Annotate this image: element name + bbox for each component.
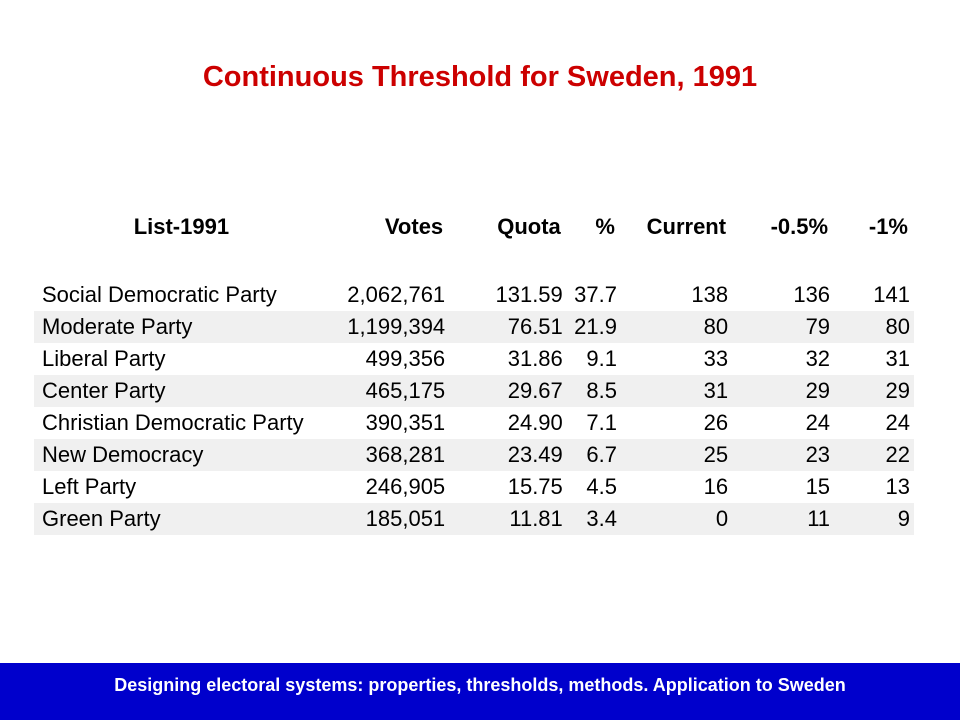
- table-row: Liberal Party 499,356 31.86 9.1 33 32 31: [34, 343, 914, 375]
- minus-half-percent-cell: 23: [732, 439, 835, 471]
- current-cell: 25: [620, 439, 733, 471]
- party-name: Center Party: [34, 375, 329, 407]
- minus-one-percent-cell: 22: [834, 439, 914, 471]
- minus-half-percent-cell: 32: [805, 346, 831, 371]
- minus-one-percent-cell: 13: [885, 474, 910, 499]
- current-cell: 16: [703, 474, 729, 499]
- party-name: Moderate Party: [34, 311, 329, 343]
- column-header-current: Current: [646, 214, 727, 239]
- votes-cell: 246,905: [365, 474, 446, 499]
- table-row: Moderate Party 1,199,394 76.51 21.9 80 7…: [34, 311, 914, 343]
- minus-half-percent-cell: 24: [805, 410, 831, 435]
- current-cell: 0: [620, 503, 733, 535]
- percent-cell: 7.1: [586, 410, 617, 435]
- percent-cell: 37.7: [574, 282, 617, 307]
- minus-half-percent-cell: 29: [732, 375, 835, 407]
- footer-text: Designing electoral systems: properties,…: [114, 675, 846, 695]
- minus-one-percent-cell: 141: [873, 282, 910, 307]
- current-cell: 26: [703, 410, 729, 435]
- footer-bar: Designing electoral systems: properties,…: [0, 663, 960, 720]
- quota-cell: 15.75: [507, 474, 563, 499]
- table-row: Christian Democratic Party 390,351 24.90…: [34, 407, 914, 439]
- table-row: Left Party 246,905 15.75 4.5 16 15 13: [34, 471, 914, 503]
- party-name: Liberal Party: [42, 346, 166, 371]
- party-name: Social Democratic Party: [42, 282, 277, 307]
- minus-half-percent-cell: 15: [805, 474, 831, 499]
- current-cell: 138: [691, 282, 729, 307]
- percent-cell: 6.7: [566, 439, 621, 471]
- quota-cell: 76.51: [449, 311, 567, 343]
- current-cell: 33: [703, 346, 729, 371]
- current-cell: 80: [620, 311, 733, 343]
- minus-one-percent-cell: 80: [834, 311, 914, 343]
- minus-half-percent-cell: 11: [732, 503, 835, 535]
- percent-cell: 3.4: [566, 503, 621, 535]
- table-row: Center Party 465,175 29.67 8.5 31 29 29: [34, 375, 914, 407]
- percent-cell: 8.5: [566, 375, 621, 407]
- percent-cell: 9.1: [586, 346, 617, 371]
- minus-one-percent-cell: 24: [885, 410, 910, 435]
- party-name: New Democracy: [34, 439, 329, 471]
- quota-cell: 29.67: [449, 375, 567, 407]
- minus-one-percent-cell: 31: [885, 346, 910, 371]
- votes-cell: 185,051: [328, 503, 450, 535]
- results-table: List-1991 Votes Quota % Current -0.5% -1…: [34, 208, 914, 535]
- table-row: Green Party 185,051 11.81 3.4 0 11 9: [34, 503, 914, 535]
- party-name: Left Party: [42, 474, 137, 499]
- table-row: New Democracy 368,281 23.49 6.7 25 23 22: [34, 439, 914, 471]
- votes-cell: 465,175: [328, 375, 450, 407]
- column-header-minus-half-percent: -0.5%: [770, 214, 829, 239]
- header-row: List-1991 Votes Quota % Current -0.5% -1…: [34, 208, 914, 246]
- votes-cell: 390,351: [365, 410, 446, 435]
- votes-cell: 1,199,394: [328, 311, 450, 343]
- party-name: Christian Democratic Party: [42, 410, 304, 435]
- votes-cell: 368,281: [328, 439, 450, 471]
- column-header-votes: Votes: [384, 214, 444, 239]
- column-header-list: List-1991: [133, 214, 230, 239]
- slide-title: Continuous Threshold for Sweden, 1991: [202, 61, 758, 93]
- minus-half-percent-cell: 136: [793, 282, 831, 307]
- minus-one-percent-cell: 9: [834, 503, 914, 535]
- minus-one-percent-cell: 29: [834, 375, 914, 407]
- quota-cell: 24.90: [507, 410, 563, 435]
- minus-half-percent-cell: 79: [732, 311, 835, 343]
- percent-cell: 4.5: [586, 474, 617, 499]
- quota-cell: 31.86: [507, 346, 563, 371]
- votes-cell: 499,356: [365, 346, 446, 371]
- table-row: Social Democratic Party 2,062,761 131.59…: [34, 279, 914, 311]
- party-name: Green Party: [34, 503, 329, 535]
- column-header-minus-one-percent: -1%: [868, 214, 908, 239]
- column-header-percent: %: [595, 214, 615, 239]
- votes-cell: 2,062,761: [347, 282, 446, 307]
- current-cell: 31: [620, 375, 733, 407]
- column-header-quota: Quota: [497, 214, 561, 239]
- quota-cell: 23.49: [449, 439, 567, 471]
- percent-cell: 21.9: [566, 311, 621, 343]
- spacer-row: [34, 246, 914, 279]
- quota-cell: 11.81: [449, 503, 567, 535]
- quota-cell: 131.59: [495, 282, 563, 307]
